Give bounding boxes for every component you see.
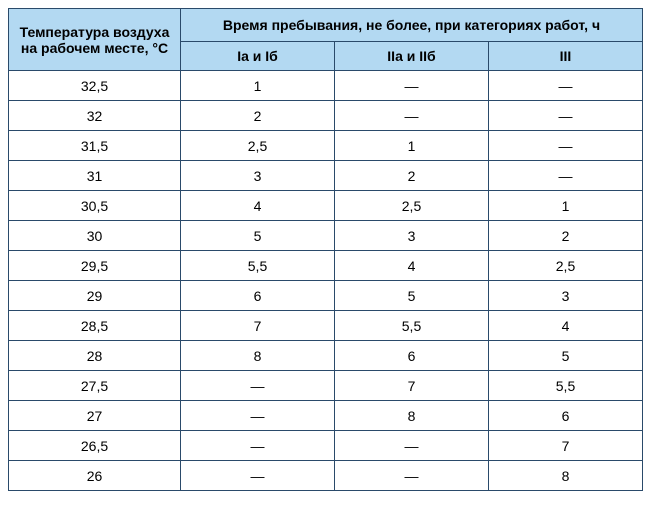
cell-temperature: 31 xyxy=(9,161,181,191)
cell-category-3: 8 xyxy=(489,461,643,491)
cell-category-2: 3 xyxy=(335,221,489,251)
cell-category-1: — xyxy=(181,401,335,431)
cell-category-3: — xyxy=(489,101,643,131)
cell-category-2: 4 xyxy=(335,251,489,281)
header-category-3: III xyxy=(489,42,643,71)
cell-category-1: 6 xyxy=(181,281,335,311)
table-row: 28,575,54 xyxy=(9,311,643,341)
header-temperature: Температура воздуха на рабочем месте, °C xyxy=(9,9,181,71)
cell-category-3: 5,5 xyxy=(489,371,643,401)
cell-temperature: 27,5 xyxy=(9,371,181,401)
cell-category-3: 3 xyxy=(489,281,643,311)
cell-temperature: 28,5 xyxy=(9,311,181,341)
cell-category-3: — xyxy=(489,161,643,191)
table-row: 29,55,542,5 xyxy=(9,251,643,281)
cell-temperature: 26 xyxy=(9,461,181,491)
header-category-2: IIа и IIб xyxy=(335,42,489,71)
cell-category-1: — xyxy=(181,461,335,491)
cell-category-1: 8 xyxy=(181,341,335,371)
cell-category-2: 2,5 xyxy=(335,191,489,221)
cell-category-1: 7 xyxy=(181,311,335,341)
cell-temperature: 27 xyxy=(9,401,181,431)
cell-category-2: — xyxy=(335,101,489,131)
cell-category-2: — xyxy=(335,461,489,491)
table-header: Температура воздуха на рабочем месте, °C… xyxy=(9,9,643,71)
cell-category-2: 7 xyxy=(335,371,489,401)
cell-category-1: — xyxy=(181,371,335,401)
table-row: 31,52,51— xyxy=(9,131,643,161)
cell-category-1: 5 xyxy=(181,221,335,251)
cell-temperature: 29,5 xyxy=(9,251,181,281)
cell-category-2: — xyxy=(335,431,489,461)
table-row: 29653 xyxy=(9,281,643,311)
cell-category-2: 5,5 xyxy=(335,311,489,341)
table-row: 30532 xyxy=(9,221,643,251)
cell-category-2: 8 xyxy=(335,401,489,431)
table-row: 26,5——7 xyxy=(9,431,643,461)
cell-category-2: 1 xyxy=(335,131,489,161)
cell-category-3: 1 xyxy=(489,191,643,221)
table-row: 27—86 xyxy=(9,401,643,431)
cell-category-2: — xyxy=(335,71,489,101)
cell-category-3: 6 xyxy=(489,401,643,431)
cell-category-2: 5 xyxy=(335,281,489,311)
cell-category-1: 2 xyxy=(181,101,335,131)
cell-temperature: 30,5 xyxy=(9,191,181,221)
table-row: 322—— xyxy=(9,101,643,131)
cell-temperature: 28 xyxy=(9,341,181,371)
table-row: 30,542,51 xyxy=(9,191,643,221)
cell-temperature: 26,5 xyxy=(9,431,181,461)
cell-category-1: 2,5 xyxy=(181,131,335,161)
cell-category-3: 2,5 xyxy=(489,251,643,281)
table-row: 32,51—— xyxy=(9,71,643,101)
cell-category-3: — xyxy=(489,71,643,101)
cell-category-1: 5,5 xyxy=(181,251,335,281)
cell-category-1: — xyxy=(181,431,335,461)
cell-temperature: 32,5 xyxy=(9,71,181,101)
cell-temperature: 30 xyxy=(9,221,181,251)
header-category-1: Iа и Iб xyxy=(181,42,335,71)
cell-temperature: 29 xyxy=(9,281,181,311)
temperature-work-time-table: Температура воздуха на рабочем месте, °C… xyxy=(8,8,643,491)
table-row: 28865 xyxy=(9,341,643,371)
cell-temperature: 32 xyxy=(9,101,181,131)
cell-category-2: 2 xyxy=(335,161,489,191)
table-body: 32,51——322——31,52,51—3132—30,542,5130532… xyxy=(9,71,643,491)
cell-temperature: 31,5 xyxy=(9,131,181,161)
table-row: 26——8 xyxy=(9,461,643,491)
header-time: Время пребывания, не более, при категори… xyxy=(181,9,643,42)
table-row: 3132— xyxy=(9,161,643,191)
cell-category-3: — xyxy=(489,131,643,161)
cell-category-3: 4 xyxy=(489,311,643,341)
cell-category-3: 2 xyxy=(489,221,643,251)
cell-category-3: 7 xyxy=(489,431,643,461)
cell-category-1: 4 xyxy=(181,191,335,221)
cell-category-1: 1 xyxy=(181,71,335,101)
cell-category-1: 3 xyxy=(181,161,335,191)
cell-category-2: 6 xyxy=(335,341,489,371)
cell-category-3: 5 xyxy=(489,341,643,371)
table-row: 27,5—75,5 xyxy=(9,371,643,401)
